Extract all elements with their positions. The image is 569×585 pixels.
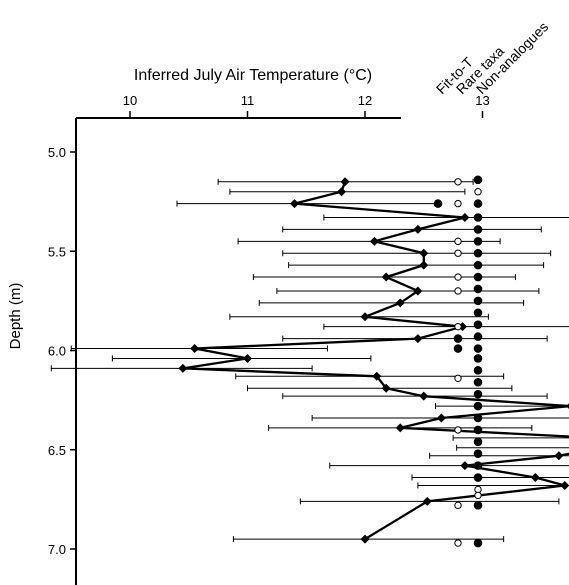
- data-point-marker: [395, 423, 405, 433]
- non-analogue-dot: [473, 538, 483, 548]
- rare-taxa-dot: [453, 334, 463, 343]
- side-column-dots: [433, 175, 483, 548]
- data-point-marker: [460, 461, 470, 471]
- non-analogue-dot: [473, 461, 483, 470]
- non-analogue-dot: [473, 473, 483, 482]
- non-analogue-dot: [473, 501, 483, 510]
- non-analogue-dot: [473, 213, 483, 222]
- non-analogue-dot: [473, 199, 483, 208]
- non-analogue-dot: [473, 175, 483, 185]
- x-tick-label: 10: [123, 93, 137, 108]
- non-analogue-dot: [473, 425, 483, 435]
- rare-taxa-dot: [453, 344, 463, 353]
- x-ticks: 1011121314: [123, 93, 490, 118]
- data-point-marker: [413, 286, 423, 296]
- non-analogue-dot: [473, 437, 483, 447]
- data-point-marker: [360, 534, 370, 544]
- non-analogue-dot: [473, 413, 483, 423]
- non-analogue-dot: [473, 248, 483, 258]
- non-analogue-dot: [473, 389, 483, 399]
- rare-taxa-dot: [454, 237, 462, 246]
- rare-taxa-dot: [454, 249, 462, 257]
- rare-taxa-dot: [454, 322, 462, 331]
- rare-taxa-dot: [454, 287, 462, 295]
- rare-taxa-dot: [454, 426, 462, 434]
- non-analogue-dot: [473, 332, 483, 341]
- data-point-marker: [419, 248, 429, 258]
- non-analogue-dot: [473, 237, 483, 246]
- data-point-marker: [460, 213, 470, 223]
- data-point-marker: [395, 298, 405, 308]
- data-point-marker: [372, 371, 382, 381]
- non-analogue-dot: [473, 225, 483, 234]
- data-point-marker: [369, 236, 379, 246]
- non-analogue-dot: [473, 308, 483, 318]
- data-point-marker: [566, 403, 569, 409]
- data-point-marker: [413, 334, 423, 344]
- x-tick-label: 12: [358, 93, 372, 108]
- data-point-marker: [381, 272, 391, 282]
- non-analogue-dot: [474, 491, 482, 500]
- data-point-marker: [419, 260, 429, 270]
- non-analogue-dot: [474, 188, 482, 196]
- data-point-marker: [290, 199, 299, 209]
- non-analogue-dot: [473, 354, 483, 363]
- data-point-marker: [554, 451, 564, 461]
- non-analogue-dot: [473, 401, 483, 411]
- non-analogue-dot: [473, 344, 483, 353]
- data-point-marker: [436, 413, 446, 423]
- non-analogue-dot: [474, 485, 482, 494]
- x-tick-label: 13: [475, 93, 489, 108]
- data-point-marker: [422, 496, 432, 506]
- rare-taxa-dot: [454, 539, 462, 547]
- data-point-marker: [413, 224, 423, 234]
- data-point-marker: [530, 473, 540, 483]
- data-point-marker: [340, 177, 350, 187]
- y-tick-label: 7.0: [48, 542, 66, 557]
- x-tick-label: 11: [241, 93, 255, 108]
- y-tick-label: 5.5: [48, 244, 66, 259]
- y-ticks: 5.0 5.5 6.0 6.5 7.0: [48, 145, 76, 557]
- data-point-marker: [178, 363, 188, 373]
- non-analogue-dot: [473, 260, 483, 270]
- data-point-marker: [560, 480, 569, 490]
- data-point-marker: [190, 344, 200, 354]
- fit-to-t-dot: [433, 199, 443, 208]
- non-analogue-dot: [473, 366, 483, 375]
- y-axis-label: Depth (m): [7, 283, 24, 350]
- y-tick-label: 5.0: [48, 145, 66, 160]
- non-analogue-dot: [473, 320, 483, 329]
- rare-taxa-dot: [454, 501, 462, 510]
- data-point-marker: [337, 187, 346, 197]
- non-analogue-dot: [473, 272, 483, 282]
- data-point-marker: [381, 383, 391, 393]
- data-points: [178, 177, 569, 544]
- rare-taxa-dot: [454, 374, 462, 382]
- non-analogue-dot: [473, 449, 483, 459]
- data-point-marker: [360, 312, 370, 322]
- rare-taxa-dot: [454, 273, 462, 281]
- non-analogue-dot: [473, 284, 483, 294]
- data-point-marker: [419, 391, 429, 401]
- non-analogue-dot: [473, 296, 483, 306]
- y-tick-label: 6.0: [48, 344, 66, 359]
- data-point-marker: [243, 353, 252, 363]
- rare-taxa-dot: [454, 199, 462, 208]
- non-analogue-dot: [473, 377, 483, 387]
- y-tick-label: 6.5: [48, 443, 66, 458]
- error-bars: [50, 178, 569, 543]
- rare-taxa-dot: [454, 178, 462, 186]
- chart-title: Inferred July Air Temperature (°C): [134, 67, 372, 84]
